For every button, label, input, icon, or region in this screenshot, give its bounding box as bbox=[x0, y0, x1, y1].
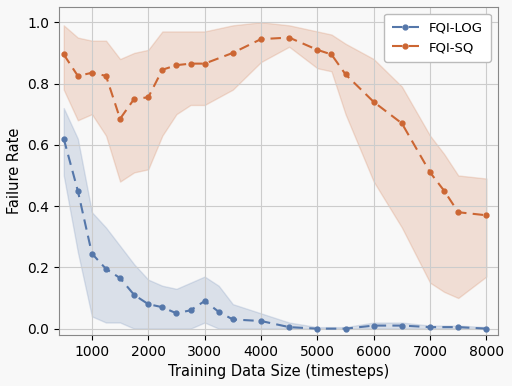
FQI-LOG bbox=[216, 310, 222, 314]
FQI-LOG bbox=[75, 188, 81, 193]
FQI-LOG bbox=[60, 136, 67, 141]
FQI-LOG bbox=[371, 323, 377, 328]
FQI-SQ bbox=[131, 96, 137, 101]
FQI-LOG bbox=[89, 251, 95, 256]
FQI-SQ bbox=[75, 74, 81, 78]
FQI-SQ bbox=[230, 51, 236, 55]
FQI-SQ bbox=[441, 188, 447, 193]
FQI-LOG bbox=[117, 276, 123, 280]
X-axis label: Training Data Size (timesteps): Training Data Size (timesteps) bbox=[168, 364, 389, 379]
FQI-SQ bbox=[455, 210, 461, 215]
FQI-SQ bbox=[328, 52, 334, 57]
FQI-LOG bbox=[427, 325, 433, 329]
FQI-LOG bbox=[131, 293, 137, 297]
FQI-SQ bbox=[483, 213, 489, 218]
FQI-LOG bbox=[314, 326, 321, 331]
FQI-LOG bbox=[187, 308, 194, 313]
FQI-SQ bbox=[60, 52, 67, 57]
Line: FQI-LOG: FQI-LOG bbox=[61, 136, 489, 331]
FQI-SQ bbox=[258, 37, 264, 41]
FQI-LOG bbox=[145, 302, 152, 306]
FQI-SQ bbox=[399, 121, 405, 126]
FQI-SQ bbox=[187, 61, 194, 66]
FQI-SQ bbox=[314, 47, 321, 52]
Legend: FQI-LOG, FQI-SQ: FQI-LOG, FQI-SQ bbox=[385, 14, 491, 62]
FQI-SQ bbox=[202, 61, 208, 66]
FQI-LOG bbox=[258, 319, 264, 323]
Line: FQI-SQ: FQI-SQ bbox=[61, 35, 489, 218]
FQI-SQ bbox=[371, 100, 377, 104]
FQI-LOG bbox=[202, 299, 208, 303]
FQI-LOG bbox=[230, 317, 236, 322]
FQI-LOG bbox=[174, 311, 180, 316]
FQI-LOG bbox=[455, 325, 461, 329]
FQI-LOG bbox=[159, 305, 165, 310]
FQI-LOG bbox=[343, 326, 349, 331]
FQI-SQ bbox=[174, 63, 180, 68]
FQI-SQ bbox=[145, 95, 152, 100]
Y-axis label: Failure Rate: Failure Rate bbox=[7, 128, 22, 214]
FQI-SQ bbox=[427, 170, 433, 175]
FQI-SQ bbox=[103, 74, 109, 78]
FQI-SQ bbox=[89, 71, 95, 75]
FQI-SQ bbox=[117, 117, 123, 121]
FQI-LOG bbox=[399, 323, 405, 328]
FQI-SQ bbox=[286, 35, 292, 40]
FQI-SQ bbox=[343, 72, 349, 77]
FQI-LOG bbox=[483, 326, 489, 331]
FQI-SQ bbox=[159, 68, 165, 72]
FQI-LOG bbox=[103, 267, 109, 271]
FQI-LOG bbox=[286, 325, 292, 329]
